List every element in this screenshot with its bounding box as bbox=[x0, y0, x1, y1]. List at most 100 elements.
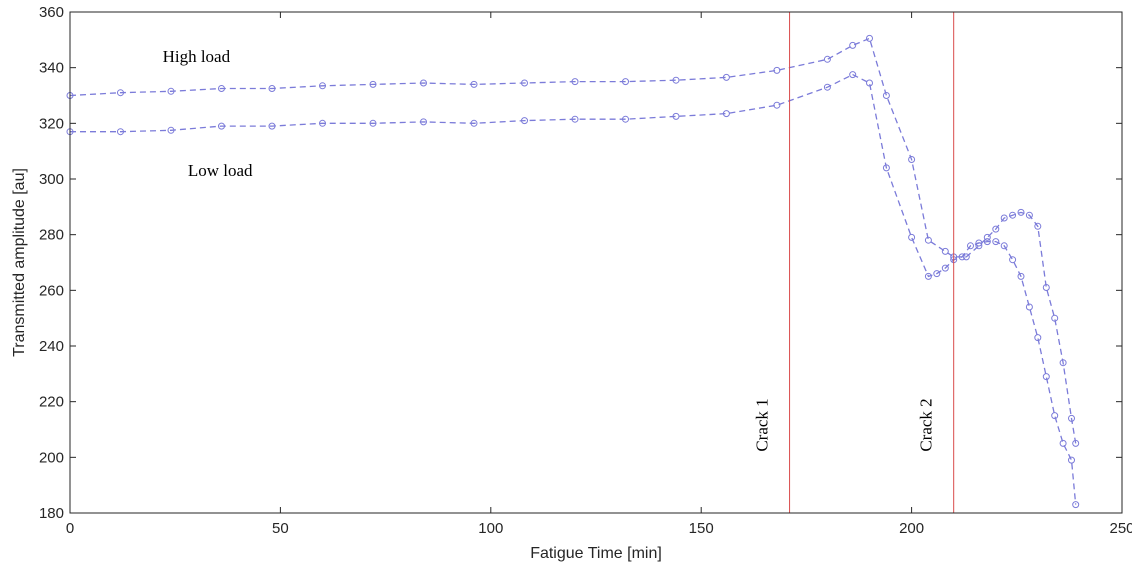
x-tick-label: 150 bbox=[689, 520, 714, 537]
series-2-point bbox=[866, 79, 873, 87]
y-axis: 180 200 220 240 260 280 300 320 340 360 bbox=[39, 4, 1122, 522]
annotation-2: Low load bbox=[188, 161, 253, 180]
series-1-point bbox=[773, 66, 781, 74]
series-2-point bbox=[1042, 373, 1050, 381]
x-tick-label: 200 bbox=[899, 520, 924, 537]
series-1-point bbox=[218, 85, 225, 92]
series-2-point bbox=[823, 83, 831, 91]
series-2-point bbox=[924, 272, 932, 280]
series-1-point bbox=[470, 80, 478, 88]
series-2-point bbox=[622, 115, 629, 123]
series-1-point bbox=[1025, 211, 1033, 219]
series-2-point bbox=[958, 253, 966, 261]
y-tick-label: 200 bbox=[39, 449, 64, 466]
series-2-point bbox=[992, 238, 1000, 246]
series-1-point bbox=[420, 79, 427, 87]
series-1-point bbox=[908, 156, 916, 163]
series-2-point bbox=[1051, 412, 1059, 420]
series-2-point bbox=[571, 115, 579, 123]
x-tick-label: 0 bbox=[66, 520, 74, 537]
series-1-point bbox=[1068, 414, 1075, 422]
series-2-point bbox=[908, 233, 916, 241]
series-2-point bbox=[941, 264, 949, 272]
series-1-point bbox=[924, 236, 932, 244]
series-1-point bbox=[672, 76, 680, 84]
series-1-point bbox=[369, 80, 377, 88]
series-2-point bbox=[1017, 272, 1025, 280]
series-2-point bbox=[268, 122, 276, 130]
series-1-point bbox=[1017, 208, 1025, 216]
series-2-point bbox=[882, 164, 890, 172]
series-2-point bbox=[521, 117, 528, 125]
series-2-point bbox=[773, 101, 781, 109]
series-2-point bbox=[1034, 334, 1042, 342]
annotation-1: High load bbox=[163, 47, 231, 66]
series-1-point bbox=[167, 87, 175, 95]
series-2-point bbox=[983, 238, 991, 246]
series-2-point bbox=[167, 126, 175, 134]
y-tick-label: 340 bbox=[39, 60, 64, 77]
series-1-point bbox=[1072, 439, 1080, 447]
series-2-point bbox=[470, 119, 478, 127]
series-1-point bbox=[941, 247, 949, 255]
y-tick-label: 220 bbox=[39, 394, 64, 411]
series-2-point bbox=[218, 122, 225, 130]
series-1-point bbox=[992, 225, 1000, 233]
series-2-point bbox=[369, 119, 377, 127]
series-1-point bbox=[1034, 222, 1042, 230]
series-2-point bbox=[420, 118, 427, 126]
series-2-point bbox=[319, 119, 326, 127]
series-layer bbox=[66, 34, 1080, 509]
series-2-point bbox=[967, 242, 974, 250]
series-2-point bbox=[849, 71, 857, 79]
series-1-point bbox=[849, 41, 857, 49]
series-2-point bbox=[1068, 456, 1075, 464]
series-1-point bbox=[882, 92, 890, 99]
series-2-point bbox=[1059, 439, 1067, 447]
x-tick-label: 250 bbox=[1109, 520, 1132, 537]
series-2-point bbox=[933, 270, 941, 278]
series-1-point bbox=[866, 34, 873, 42]
x-tick-label: 100 bbox=[478, 520, 503, 537]
series-1-point bbox=[571, 78, 579, 86]
y-tick-label: 180 bbox=[39, 505, 64, 522]
x-axis-label: Fatigue Time [min] bbox=[530, 545, 662, 562]
y-axis-label: Transmitted amplitude [au] bbox=[11, 168, 28, 357]
y-tick-label: 320 bbox=[39, 115, 64, 132]
series-1-point bbox=[117, 89, 124, 97]
series-2-point bbox=[1000, 242, 1008, 250]
crack-1-label: Crack 1 bbox=[753, 398, 772, 451]
series-1-point bbox=[1009, 211, 1017, 219]
x-axis: 0 50 100 150 200 250 bbox=[66, 12, 1132, 537]
series-1-point bbox=[823, 55, 831, 63]
series-1-point bbox=[722, 73, 730, 81]
series-2-point bbox=[1072, 501, 1080, 509]
series-2-point bbox=[1025, 303, 1033, 311]
y-tick-label: 300 bbox=[39, 171, 64, 188]
series-2-line bbox=[70, 73, 1077, 505]
y-tick-label: 240 bbox=[39, 338, 64, 355]
y-tick-label: 280 bbox=[39, 227, 64, 244]
x-tick-label: 50 bbox=[272, 520, 289, 537]
series-1-line bbox=[69, 37, 1077, 444]
series-1-point bbox=[1059, 359, 1067, 367]
series-1-point bbox=[521, 79, 528, 87]
series-2-point bbox=[975, 239, 983, 247]
series-1-point bbox=[622, 78, 629, 86]
annotations-layer: High load Low load bbox=[163, 47, 253, 180]
series-1-point bbox=[268, 85, 276, 92]
y-tick-label: 260 bbox=[39, 282, 64, 299]
crack-2-label: Crack 2 bbox=[917, 398, 936, 451]
series-1-point bbox=[1051, 314, 1059, 322]
series-2-point bbox=[1009, 256, 1017, 264]
series-1-point bbox=[983, 233, 991, 241]
series-1-point bbox=[319, 82, 326, 90]
y-tick-label: 360 bbox=[39, 4, 64, 21]
plot-frame bbox=[69, 11, 1123, 514]
series-2-point bbox=[722, 110, 730, 118]
series-2-point bbox=[672, 112, 680, 120]
crack-lines-layer: Crack 1 Crack 2 bbox=[753, 12, 955, 513]
series-1-point bbox=[1042, 284, 1050, 291]
